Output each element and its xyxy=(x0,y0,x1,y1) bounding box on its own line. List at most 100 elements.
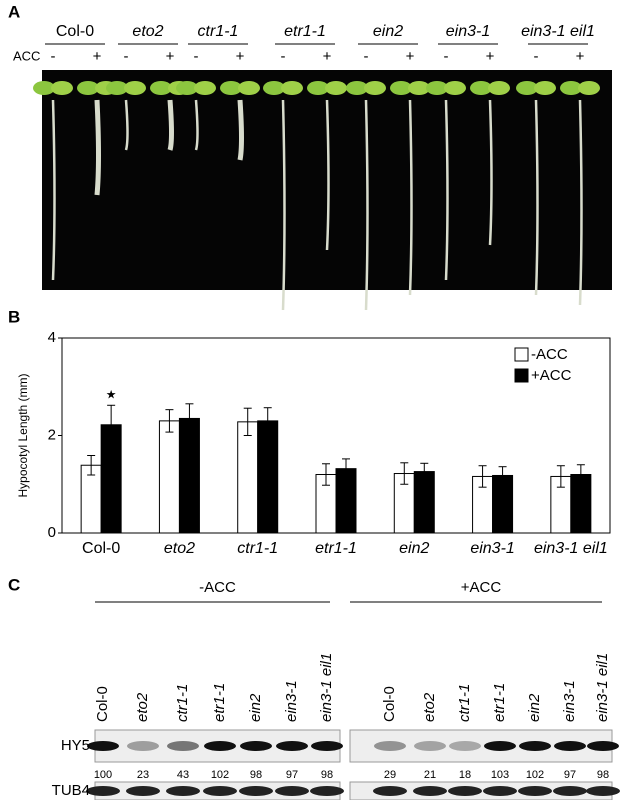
hy5-band xyxy=(167,741,199,751)
lane-label: ein2 xyxy=(247,693,264,722)
hy5-level: 29 xyxy=(384,769,396,781)
cotyledon xyxy=(220,81,242,95)
tub4-band xyxy=(275,786,309,796)
error-bar xyxy=(87,454,96,476)
tub4-band xyxy=(310,786,344,796)
cotyledon xyxy=(408,81,430,95)
row-label: TUB4 xyxy=(52,782,90,799)
bar xyxy=(237,421,259,534)
treatment-level: - xyxy=(364,48,369,65)
seedling-root xyxy=(578,99,583,306)
seedling-root xyxy=(364,99,369,311)
cotyledon xyxy=(534,81,556,95)
hy5-level: 102 xyxy=(211,769,229,781)
legend-label: -ACC xyxy=(531,346,568,363)
error-bar xyxy=(243,407,252,436)
cotyledon xyxy=(470,81,492,95)
hy5-band xyxy=(414,741,446,751)
hy5-band xyxy=(240,741,272,751)
treatment-level: - xyxy=(281,48,286,65)
lane-label: eto2 xyxy=(134,692,151,722)
bar xyxy=(158,420,180,534)
hy5-level: 18 xyxy=(459,769,471,781)
lane-label: Col-0 xyxy=(381,686,398,722)
error-bar xyxy=(185,403,194,434)
bar xyxy=(257,420,279,534)
genotype-label: ein3-1 eil1 xyxy=(521,23,595,40)
hy5-level: 43 xyxy=(177,769,189,781)
treatment-level: + xyxy=(93,48,102,65)
error-bar xyxy=(342,458,350,479)
seedling-root xyxy=(534,99,539,296)
error-bar xyxy=(556,465,565,488)
error-bar xyxy=(400,462,409,485)
panel-label: B xyxy=(8,307,20,326)
group-label: -ACC xyxy=(199,579,236,596)
seedling-root xyxy=(94,99,101,196)
x-tick-label: ctr1-1 xyxy=(237,540,278,557)
treatment-level: - xyxy=(534,48,539,65)
cotyledon xyxy=(364,81,386,95)
tub4-band xyxy=(86,786,120,796)
error-bar xyxy=(107,404,116,445)
hy5-level: 102 xyxy=(526,769,544,781)
significance-marker: ★ xyxy=(106,387,117,401)
genotype-label: eto2 xyxy=(132,23,163,40)
x-tick-label: eto2 xyxy=(164,540,195,557)
group-label: +ACC xyxy=(461,579,502,596)
genotype-label: Col-0 xyxy=(56,23,94,40)
bar xyxy=(413,471,435,534)
lane-label: ctr1-1 xyxy=(174,684,191,722)
treatment-level: - xyxy=(194,48,199,65)
hy5-band xyxy=(311,741,343,751)
seedling-root xyxy=(444,99,449,281)
treatment-label: ACC xyxy=(13,48,40,63)
cotyledon xyxy=(307,81,329,95)
y-axis-label: Hypocotyl Length (mm) xyxy=(16,373,30,497)
tub4-band xyxy=(586,786,620,796)
hy5-band xyxy=(519,741,551,751)
treatment-level: + xyxy=(576,48,585,65)
hy5-band xyxy=(87,741,119,751)
seedling-root xyxy=(167,99,174,151)
error-bar xyxy=(165,409,174,433)
error-bar xyxy=(322,463,330,486)
seedling-root xyxy=(488,99,493,246)
genotype-label: ein2 xyxy=(373,23,403,40)
panel-label: C xyxy=(8,575,20,594)
treatment-level: - xyxy=(124,48,129,65)
seedling-root xyxy=(408,99,413,296)
x-tick-label: Col-0 xyxy=(82,540,120,557)
cotyledon xyxy=(325,81,347,95)
hy5-level: 98 xyxy=(250,769,262,781)
seedling-root xyxy=(237,99,244,161)
cotyledon xyxy=(346,81,368,95)
cotyledon xyxy=(263,81,285,95)
lane-label: etr1-1 xyxy=(491,683,508,722)
hy5-level: 98 xyxy=(321,769,333,781)
tub4-band xyxy=(413,786,447,796)
y-tick-label: 0 xyxy=(48,524,56,541)
treatment-level: + xyxy=(166,48,175,65)
lane-label: ein2 xyxy=(526,693,543,722)
cotyledon xyxy=(488,81,510,95)
cotyledon xyxy=(390,81,412,95)
cotyledon xyxy=(238,81,260,95)
tub4-band xyxy=(553,786,587,796)
cotyledon xyxy=(426,81,448,95)
hy5-level: 100 xyxy=(94,769,112,781)
lane-label: ein3-1 xyxy=(561,680,578,722)
cotyledon xyxy=(124,81,146,95)
tub4-band xyxy=(203,786,237,796)
tub4-band xyxy=(239,786,273,796)
treatment-level: - xyxy=(444,48,449,65)
tub4-band xyxy=(166,786,200,796)
cotyledon xyxy=(194,81,216,95)
cotyledon xyxy=(578,81,600,95)
seedling-root xyxy=(325,99,330,251)
row-label: HY5 xyxy=(61,737,90,754)
hy5-level: 97 xyxy=(564,769,576,781)
treatment-level: + xyxy=(486,48,495,65)
hy5-level: 23 xyxy=(137,769,149,781)
